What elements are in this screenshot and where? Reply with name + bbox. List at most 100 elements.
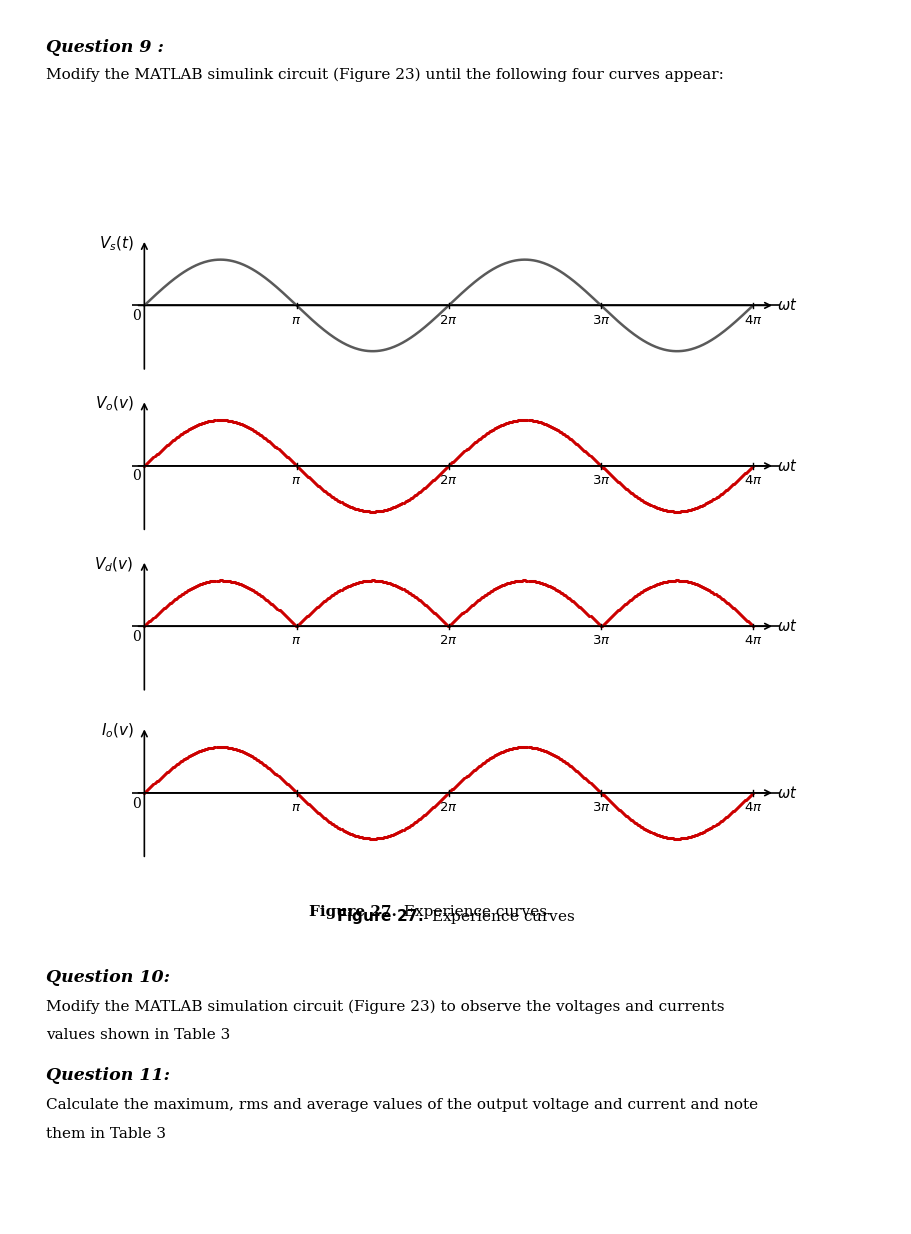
Point — [689, 824, 703, 844]
Point — [255, 753, 270, 772]
Point — [487, 579, 502, 598]
Point — [456, 769, 470, 789]
Point — [277, 605, 292, 624]
Point — [478, 752, 493, 771]
Point — [251, 585, 266, 605]
Point — [614, 802, 629, 822]
Point — [628, 586, 642, 606]
Point — [728, 471, 742, 491]
Point — [333, 492, 347, 512]
Point — [200, 412, 215, 432]
Point — [402, 816, 416, 835]
Point — [729, 471, 743, 491]
Point — [531, 573, 546, 592]
Point — [208, 411, 222, 431]
Point — [650, 499, 664, 518]
Point — [386, 824, 401, 844]
Point — [700, 579, 714, 598]
Point — [594, 784, 609, 803]
Point — [684, 573, 699, 592]
Point — [404, 585, 419, 605]
Point — [227, 573, 241, 592]
Point — [527, 738, 542, 758]
Point — [457, 768, 472, 787]
Point — [567, 759, 581, 779]
Point — [658, 828, 672, 848]
Point — [594, 457, 609, 476]
Point — [337, 578, 352, 597]
Point — [383, 499, 397, 518]
Point — [576, 439, 590, 459]
Point — [304, 797, 319, 817]
Point — [227, 739, 241, 759]
Point — [410, 484, 425, 503]
Point — [460, 438, 475, 458]
Point — [496, 415, 511, 434]
Point — [248, 582, 262, 602]
Point — [176, 584, 190, 603]
Point — [578, 442, 592, 462]
Point — [167, 429, 181, 449]
Point — [497, 413, 512, 433]
Point — [323, 813, 338, 833]
Point — [626, 485, 640, 505]
Point — [450, 448, 465, 468]
Point — [484, 421, 498, 441]
Point — [335, 579, 350, 598]
Point — [567, 592, 581, 612]
Point — [356, 571, 371, 591]
Point — [335, 821, 350, 840]
Point — [652, 499, 667, 518]
Point — [403, 584, 417, 603]
Point — [389, 823, 404, 843]
Point — [696, 578, 711, 597]
Point — [718, 592, 732, 612]
Point — [420, 802, 435, 822]
Point — [363, 570, 378, 590]
Point — [610, 798, 625, 818]
Point — [744, 457, 759, 476]
Point — [446, 450, 461, 470]
Point — [204, 411, 219, 431]
Point — [629, 813, 643, 833]
Point — [313, 479, 328, 499]
Point — [665, 828, 680, 848]
Point — [729, 601, 743, 621]
Point — [390, 823, 404, 843]
Point — [302, 796, 317, 816]
Point — [394, 821, 409, 840]
Point — [302, 468, 316, 487]
Point — [348, 574, 363, 594]
Point — [677, 501, 691, 521]
Point — [286, 453, 301, 473]
Point — [362, 501, 376, 521]
Point — [179, 581, 193, 601]
Point — [559, 754, 574, 774]
Point — [514, 410, 528, 429]
Point — [586, 449, 600, 469]
Point — [493, 416, 507, 436]
Point — [626, 587, 640, 607]
Point — [477, 752, 492, 771]
Point — [560, 587, 575, 607]
Point — [551, 421, 566, 441]
Point — [383, 574, 397, 594]
Text: $\omega t$: $\omega t$ — [776, 618, 797, 634]
Point — [508, 411, 523, 431]
Point — [156, 765, 170, 785]
Point — [318, 591, 333, 611]
Point — [593, 616, 608, 636]
Point — [144, 449, 159, 469]
Point — [209, 738, 223, 758]
Point — [243, 420, 258, 439]
Text: $2\pi$: $2\pi$ — [439, 801, 457, 814]
Point — [502, 739, 517, 759]
Point — [140, 613, 155, 633]
Point — [224, 571, 239, 591]
Point — [232, 740, 247, 760]
Point — [568, 760, 583, 780]
Point — [236, 576, 251, 596]
Point — [294, 611, 309, 631]
Point — [631, 816, 646, 835]
Point — [688, 499, 702, 518]
